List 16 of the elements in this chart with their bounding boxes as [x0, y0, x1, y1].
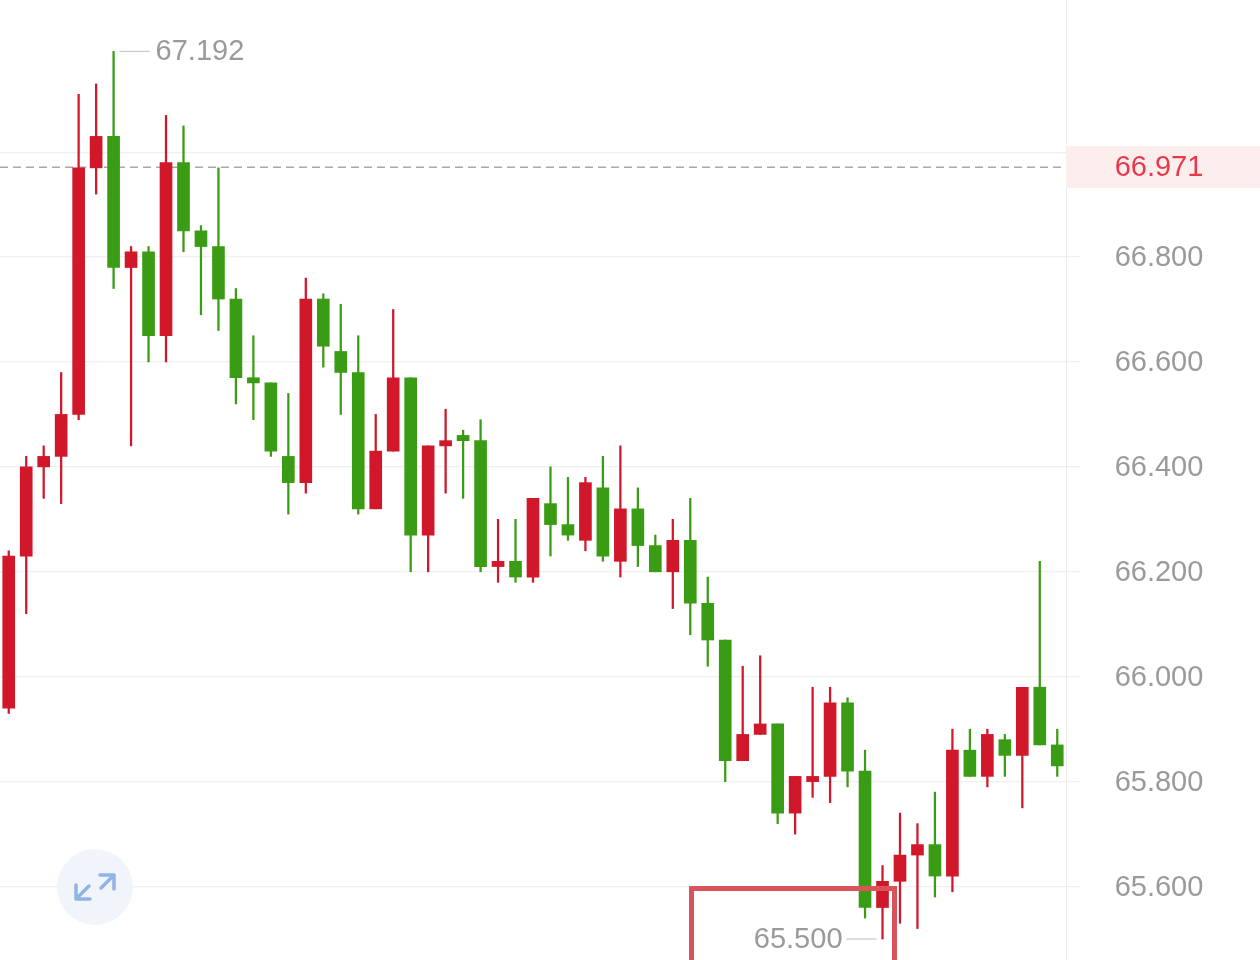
y-tick-label: 66.600	[1114, 344, 1204, 377]
y-tick-label: 66.400	[1114, 449, 1204, 482]
candlestick	[247, 335, 260, 420]
y-tick-label: 65.800	[1114, 764, 1204, 797]
annotation: 65.500	[753, 922, 843, 955]
candlestick	[439, 408, 452, 494]
y-tick-label: 66.000	[1114, 659, 1204, 692]
candlestick	[509, 519, 522, 583]
candlestick	[806, 686, 819, 798]
candlestick	[544, 466, 557, 557]
y-tick-label: 66.800	[1114, 240, 1204, 273]
candlestick	[911, 823, 924, 929]
ref-line-label: 66.971	[1114, 150, 1204, 183]
y-tick-label: 65.600	[1114, 869, 1204, 902]
y-tick-label: 66.200	[1114, 554, 1204, 587]
annotation: 67.192	[155, 34, 245, 67]
